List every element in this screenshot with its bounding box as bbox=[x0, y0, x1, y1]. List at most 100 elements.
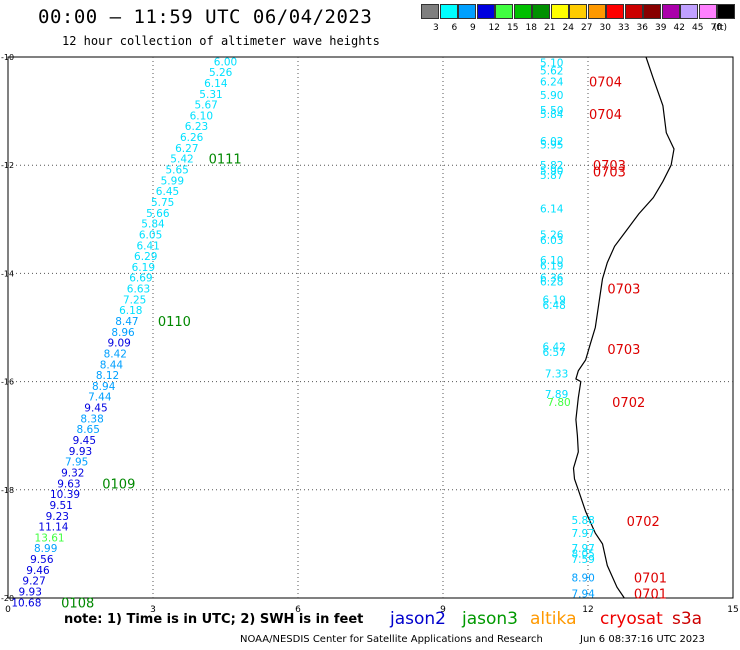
wave-height-label: 7.59 bbox=[571, 554, 594, 566]
wave-height-label: 11.14 bbox=[38, 522, 68, 534]
wave-height-label: 5.66 bbox=[146, 208, 170, 220]
wave-height-label: 6.45 bbox=[156, 186, 179, 198]
y-tick-label: -14 bbox=[1, 269, 14, 278]
color-scale-label: 33 bbox=[618, 23, 630, 33]
wave-height-label: 5.26 bbox=[540, 229, 564, 241]
wave-height-label: 6.10 bbox=[540, 255, 563, 267]
wave-height-label: 8.94 bbox=[92, 381, 116, 393]
pass-time-label: 0703 bbox=[593, 159, 626, 174]
wave-height-label: 9.45 bbox=[73, 435, 96, 447]
page-subtitle: 12 hour collection of altimeter wave hei… bbox=[62, 34, 380, 48]
wave-height-label: 8.65 bbox=[77, 424, 100, 436]
wave-height-label: 6.69 bbox=[129, 273, 152, 285]
pass-time-label: 0704 bbox=[589, 108, 622, 123]
color-swatch bbox=[513, 4, 532, 19]
wave-height-label: 6.00 bbox=[214, 56, 237, 68]
wave-height-label: 6.23 bbox=[185, 121, 208, 133]
color-scale-label: 30 bbox=[599, 23, 611, 33]
color-scale-label: 42 bbox=[673, 23, 685, 33]
satellite-legend-item: jason2 bbox=[390, 609, 446, 629]
color-scale-label: 6 bbox=[451, 23, 458, 33]
color-scale-label: 12 bbox=[488, 23, 500, 33]
wave-height-label: 6.19 bbox=[540, 260, 563, 272]
color-swatch bbox=[717, 4, 735, 19]
x-tick-label: 9 bbox=[440, 605, 446, 615]
wave-height-label: 9.93 bbox=[69, 446, 92, 458]
pass-time-label: 0109 bbox=[102, 477, 135, 492]
x-tick-label: 3 bbox=[150, 605, 156, 615]
wave-height-label: 6.41 bbox=[136, 240, 159, 252]
wave-height-label: 6.05 bbox=[139, 229, 162, 241]
map-frame bbox=[7, 56, 734, 599]
wave-height-label: 5.62 bbox=[540, 66, 563, 78]
color-scale-label: 27 bbox=[581, 23, 593, 33]
wave-height-label: 7.97 bbox=[571, 543, 594, 555]
y-tick-label: -18 bbox=[1, 486, 14, 495]
wave-height-label: 6.24 bbox=[540, 76, 564, 88]
wave-height-label: 5.95 bbox=[540, 140, 563, 152]
wave-height-label: 9.23 bbox=[46, 511, 69, 523]
color-swatch bbox=[458, 4, 476, 19]
pass-time-label: 0702 bbox=[612, 396, 645, 411]
timestamp-text: Jun 6 08:37:16 UTC 2023 bbox=[580, 634, 705, 645]
pass-time-label: 0702 bbox=[627, 515, 660, 530]
wave-height-label: 6.14 bbox=[204, 78, 228, 90]
color-scale-label: 21 bbox=[544, 23, 556, 33]
satellite-legend-item: cryosat bbox=[600, 609, 663, 629]
y-tick-label: -12 bbox=[1, 161, 14, 170]
wave-height-label: 5.90 bbox=[540, 166, 563, 178]
color-scale-label: 45 bbox=[692, 23, 704, 33]
credit-text: NOAA/NESDIS Center for Satellite Applica… bbox=[240, 634, 543, 645]
wave-height-label: 5.67 bbox=[194, 100, 217, 112]
wave-height-label: 6.48 bbox=[542, 300, 565, 312]
wave-height-label: 8.12 bbox=[96, 370, 119, 382]
wave-height-label: 5.87 bbox=[540, 170, 563, 182]
wave-height-label: 8.44 bbox=[100, 359, 124, 371]
wave-height-label: 5.84 bbox=[141, 219, 165, 231]
color-swatch bbox=[439, 4, 458, 19]
wave-height-label: 8.38 bbox=[80, 413, 103, 425]
color-swatch bbox=[569, 4, 587, 19]
wave-height-label: 8.90 bbox=[571, 572, 594, 584]
wave-height-label: 6.19 bbox=[132, 262, 155, 274]
wave-height-label: 5.31 bbox=[199, 89, 222, 101]
color-scale-label: 3 bbox=[433, 23, 439, 33]
color-swatch bbox=[606, 4, 624, 19]
color-swatch bbox=[587, 4, 606, 19]
wave-height-label: 5.82 bbox=[540, 160, 563, 172]
color-swatch bbox=[532, 4, 550, 19]
wave-height-label: 7.80 bbox=[547, 397, 570, 409]
wave-height-label: 7.33 bbox=[545, 368, 568, 380]
wave-height-label: 6.42 bbox=[542, 341, 565, 353]
satellite-legend-item: s3a bbox=[672, 609, 703, 629]
wave-height-label: 8.96 bbox=[111, 327, 135, 339]
wave-height-label: 8.05 bbox=[571, 549, 594, 561]
wave-height-label: 5.42 bbox=[170, 154, 193, 166]
wave-height-label: 8.99 bbox=[34, 543, 57, 555]
color-swatch bbox=[698, 4, 717, 19]
pass-time-label: 0111 bbox=[209, 153, 242, 168]
x-tick-label: 6 bbox=[295, 605, 301, 615]
wave-height-label: 8.47 bbox=[115, 316, 138, 328]
color-scale-label: 15 bbox=[507, 23, 519, 33]
wave-height-label: 9.51 bbox=[49, 500, 72, 512]
color-swatch bbox=[476, 4, 495, 19]
y-tick-label: -20 bbox=[1, 594, 14, 603]
wave-height-label: 5.10 bbox=[540, 57, 563, 69]
coastline bbox=[572, 56, 675, 599]
y-tick-label: -16 bbox=[1, 378, 14, 387]
y-tick-label: -10 bbox=[1, 53, 14, 62]
color-scale-label: 36 bbox=[636, 23, 648, 33]
wave-height-label: 5.65 bbox=[165, 165, 188, 177]
color-scale-label: 70 bbox=[710, 23, 722, 33]
wave-height-label: 9.63 bbox=[57, 478, 80, 490]
wave-height-label: 5.90 bbox=[540, 90, 563, 102]
wave-height-label: 9.09 bbox=[107, 338, 130, 350]
wave-height-label: 5.26 bbox=[209, 67, 233, 79]
pass-time-label: 0108 bbox=[61, 596, 94, 611]
wave-height-label: 6.14 bbox=[540, 203, 564, 215]
wave-height-label: 6.36 bbox=[540, 273, 564, 285]
wave-height-label: 9.46 bbox=[26, 565, 50, 577]
color-swatch bbox=[624, 4, 643, 19]
